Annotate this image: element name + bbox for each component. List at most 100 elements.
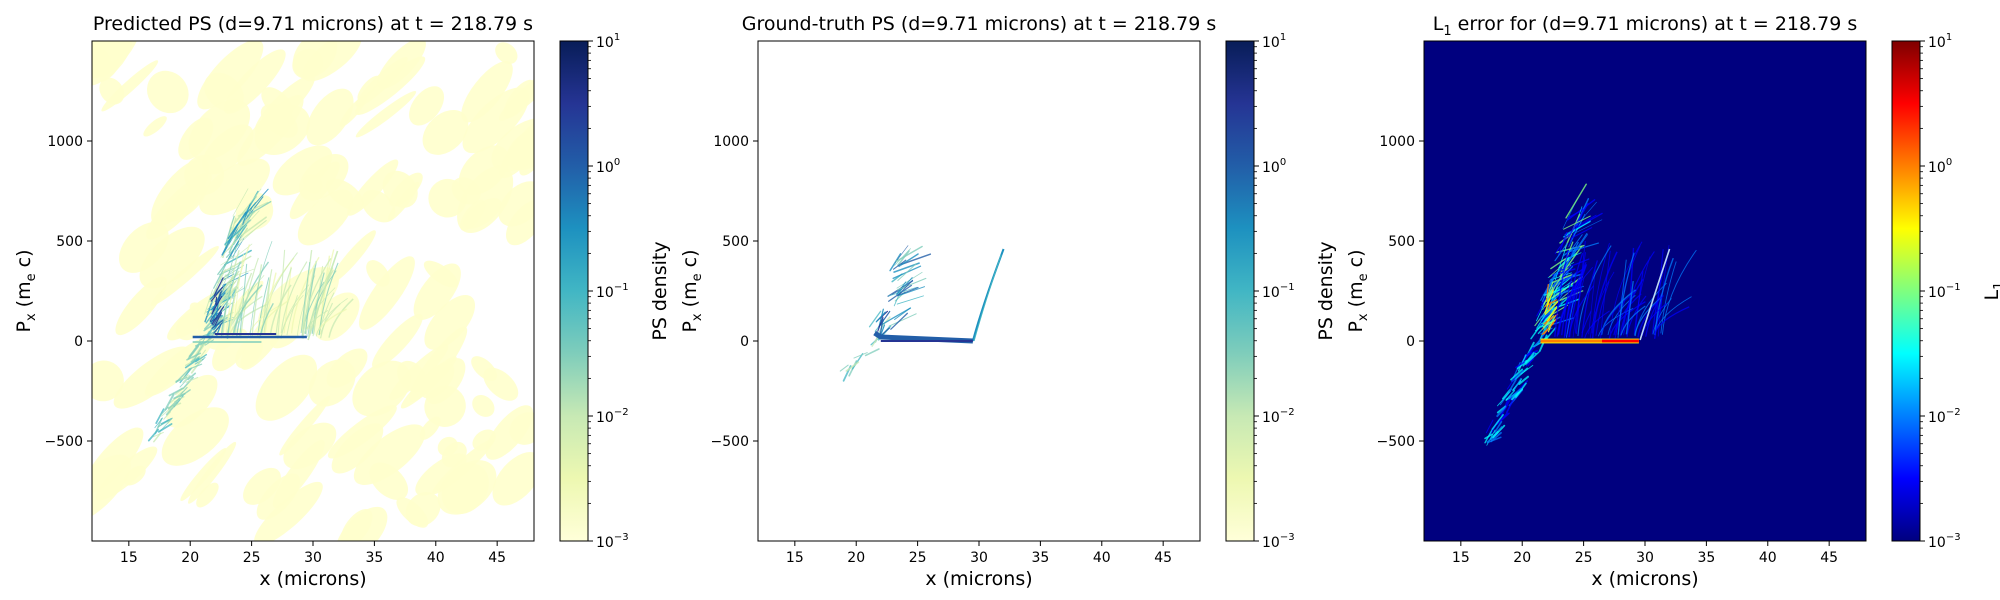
left-branch-streak	[1486, 436, 1502, 444]
fan-streak	[1637, 295, 1664, 338]
noise-blob	[327, 405, 397, 459]
y-label-part: c)	[13, 249, 35, 273]
upper-branch-streak	[1563, 245, 1583, 273]
colorbar-tick-label: 10−2	[1928, 407, 1961, 426]
noise-blob	[355, 56, 426, 115]
tick-base: 10	[1928, 35, 1946, 51]
upper-branch-streak	[236, 210, 260, 236]
upper-branch-streak	[898, 253, 919, 267]
upper-branch-streak	[238, 220, 267, 243]
noise-blob	[495, 42, 518, 65]
noise-blob	[462, 87, 530, 154]
upper-branch-streak	[887, 286, 918, 297]
noise-blob	[330, 230, 376, 284]
upper-branch-streak	[1565, 183, 1587, 219]
left-branch-streak	[1508, 387, 1522, 400]
left-branch-streak	[1493, 420, 1503, 434]
left-branch-streak	[1508, 378, 1517, 392]
fan-streak	[1554, 249, 1569, 337]
noise-blob	[506, 199, 534, 246]
fan-streak	[232, 284, 263, 334]
core-streak	[880, 324, 886, 337]
y-tick-label: 0	[74, 334, 83, 350]
y-label-part: x	[690, 313, 705, 321]
noise-blob	[437, 436, 458, 457]
colorbar-label: L1	[1981, 282, 2000, 301]
core-streak	[211, 306, 225, 325]
noise-blob	[472, 394, 495, 417]
y-tick-label: 0	[1406, 334, 1415, 350]
noise-blob	[161, 407, 229, 466]
colorbar-tick-label: 10−1	[596, 282, 629, 301]
fan-streak	[301, 258, 332, 335]
y-ticks: −500 0 500 1000	[711, 134, 758, 450]
colorbar-label: PS density	[649, 241, 671, 340]
upper-branch-streak	[210, 269, 226, 300]
tick-exp: −2	[1946, 407, 1961, 418]
x-tick-label: 35	[365, 550, 383, 566]
core-streak	[879, 318, 884, 335]
noise-blob	[352, 360, 411, 417]
fan-streak	[1633, 256, 1651, 335]
left-branch-streak	[1518, 375, 1530, 385]
left-branch-streak	[1491, 414, 1504, 431]
right-fan	[220, 241, 354, 341]
left-branch-streak	[1515, 361, 1525, 369]
left-branch-streak	[190, 356, 201, 363]
fan-streak	[230, 288, 249, 334]
left-branch-streak	[191, 345, 203, 361]
fan-streak	[1595, 281, 1610, 336]
fan-streak	[1599, 291, 1636, 339]
noise-blob	[297, 189, 354, 246]
noise-blob	[372, 313, 423, 369]
fan-streak	[1654, 299, 1663, 339]
y-label-part: e	[1356, 273, 1371, 281]
left-branch-streak	[152, 431, 164, 438]
left-branch-streak	[845, 361, 860, 372]
panel-1: Ground-truth PS (d=9.71 microns) at t = …	[679, 13, 1337, 590]
left-branch-streak	[180, 386, 188, 395]
noise-blob	[423, 260, 459, 288]
tick-base: 10	[1262, 535, 1280, 551]
core-streak	[880, 327, 891, 336]
core-streak	[211, 295, 223, 315]
core-streak	[1546, 289, 1554, 306]
noise-blob	[256, 473, 301, 520]
tick-base: 10	[596, 160, 614, 176]
y-label-part: c)	[1345, 249, 1367, 273]
upper-branch-streak	[1554, 247, 1567, 280]
upper-branch-streak	[1563, 215, 1591, 230]
fan-streak	[257, 277, 270, 336]
x-tick-label: 15	[1452, 550, 1470, 566]
core-streak	[1546, 286, 1554, 302]
x-tick-label: 20	[181, 550, 199, 566]
upper-branch-streak	[217, 255, 233, 276]
tick-exp: 1	[1946, 32, 1952, 43]
fan-streak	[1653, 306, 1690, 335]
y-axis-label: Px (me c)	[1345, 249, 1371, 332]
fan-streak	[302, 267, 315, 339]
noise-blob	[188, 99, 251, 161]
colorbar-tick-label: 10−2	[1262, 407, 1295, 426]
upper-branch-streak	[217, 274, 227, 292]
x-tick-label: 30	[970, 550, 988, 566]
x-tick-label: 25	[243, 550, 261, 566]
left-branch-streak	[1499, 412, 1508, 423]
core-streak	[1546, 282, 1554, 299]
plot-area	[1424, 41, 1866, 541]
core-streak	[1543, 289, 1552, 306]
left-branch-streak	[1525, 358, 1535, 367]
fan-streak	[239, 263, 248, 338]
x-tick-label: 45	[1154, 550, 1172, 566]
core-streak	[210, 286, 224, 302]
core-streak	[211, 319, 224, 329]
colorbar-label-sub: 1	[1992, 282, 2000, 290]
fan-streak	[1591, 251, 1618, 339]
noise-blob	[369, 462, 409, 500]
fan-streak	[240, 257, 259, 339]
upper-branch-streak	[223, 239, 238, 255]
core-streak	[875, 311, 886, 323]
y-tick-label: 500	[722, 234, 749, 250]
upper-branch-streak	[224, 215, 235, 247]
